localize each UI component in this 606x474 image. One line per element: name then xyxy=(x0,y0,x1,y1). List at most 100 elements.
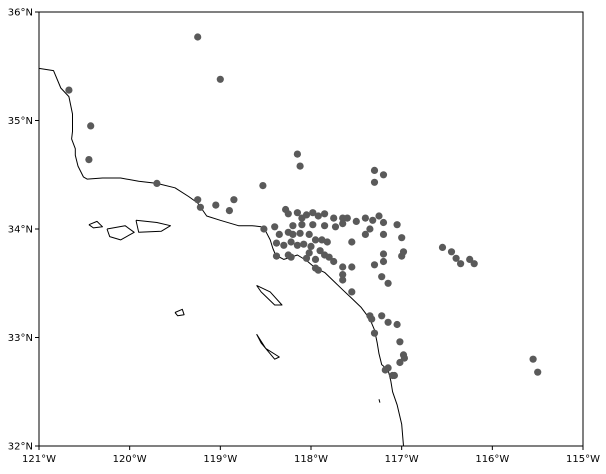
location-point xyxy=(529,355,537,363)
x-tick-label: 118°W xyxy=(294,454,328,465)
location-point xyxy=(318,236,326,244)
location-point xyxy=(321,222,329,230)
location-point xyxy=(314,212,322,220)
location-point xyxy=(457,260,465,268)
location-point xyxy=(259,182,267,190)
location-point xyxy=(348,238,356,246)
location-point xyxy=(379,257,388,266)
y-tick-label: 33°N xyxy=(8,333,33,344)
location-point xyxy=(379,171,388,179)
location-point xyxy=(275,230,283,238)
location-point xyxy=(212,201,220,209)
x-tick-label: 119°W xyxy=(203,454,237,465)
location-point xyxy=(370,166,379,174)
location-point xyxy=(311,255,320,263)
location-point xyxy=(298,221,306,229)
island-outline xyxy=(135,219,171,233)
location-point xyxy=(287,238,295,246)
location-point xyxy=(302,211,311,219)
location-point xyxy=(196,203,204,211)
location-point xyxy=(311,236,320,244)
location-point xyxy=(381,366,389,374)
island-outline xyxy=(88,220,103,229)
location-point xyxy=(339,220,347,228)
y-tick-label: 34°N xyxy=(8,225,33,236)
location-point xyxy=(384,279,392,287)
location-point xyxy=(194,33,202,41)
location-point xyxy=(378,312,386,320)
location-point xyxy=(309,209,317,217)
location-point xyxy=(466,255,474,263)
location-point xyxy=(379,250,388,258)
location-point xyxy=(87,122,95,130)
location-point xyxy=(65,86,73,94)
location-point xyxy=(85,156,93,164)
islands-layer xyxy=(88,219,381,403)
location-point xyxy=(280,241,288,249)
location-point xyxy=(284,210,292,218)
location-point xyxy=(470,260,478,268)
location-point xyxy=(300,240,308,248)
location-point xyxy=(216,75,224,83)
location-point xyxy=(194,196,202,204)
location-point xyxy=(339,271,347,279)
location-point xyxy=(339,276,347,284)
location-point xyxy=(153,179,161,187)
location-point xyxy=(396,358,404,367)
location-point xyxy=(378,273,386,281)
y-tick-label: 35°N xyxy=(8,116,33,127)
location-point xyxy=(390,371,398,380)
location-point xyxy=(272,252,281,260)
location-point xyxy=(271,223,279,231)
location-point xyxy=(400,354,408,362)
location-point xyxy=(321,210,329,218)
location-point xyxy=(370,178,379,186)
location-point xyxy=(339,263,347,271)
points-layer xyxy=(65,33,542,380)
x-axis-ticks: 121°W 120°W 119°W 118°W 117°W 116°W 115°W xyxy=(22,446,600,465)
location-point xyxy=(348,288,356,296)
location-point xyxy=(289,222,297,230)
location-point xyxy=(352,217,360,225)
x-tick-label: 116°W xyxy=(475,454,509,465)
location-point xyxy=(289,230,297,238)
island-outline xyxy=(378,399,381,403)
island-outline xyxy=(106,225,135,241)
island-outline xyxy=(256,284,283,306)
location-point xyxy=(370,261,379,269)
location-point xyxy=(447,248,456,256)
location-point xyxy=(384,318,392,326)
island-outline xyxy=(174,308,185,317)
location-point xyxy=(230,196,238,204)
location-point xyxy=(343,214,351,222)
location-point xyxy=(366,225,374,233)
location-point xyxy=(393,221,401,229)
location-point xyxy=(534,368,542,376)
location-point xyxy=(314,266,322,274)
location-point xyxy=(323,238,331,246)
location-point xyxy=(330,214,338,222)
location-point xyxy=(375,212,383,220)
location-point xyxy=(307,242,315,250)
location-point xyxy=(399,248,408,256)
y-axis-ticks: 32°N 33°N 34°N 35°N 36°N xyxy=(8,8,39,453)
location-point xyxy=(370,329,379,337)
x-tick-label: 117°W xyxy=(385,454,419,465)
location-point xyxy=(361,214,369,222)
location-point xyxy=(396,338,404,346)
location-point xyxy=(379,230,388,238)
x-tick-label: 120°W xyxy=(113,454,147,465)
location-point xyxy=(305,230,313,238)
y-tick-label: 36°N xyxy=(8,8,33,19)
location-point xyxy=(398,234,406,242)
x-tick-label: 121°W xyxy=(22,454,56,465)
location-point xyxy=(296,162,304,170)
location-point xyxy=(305,249,313,257)
location-point xyxy=(272,239,281,247)
island-outline xyxy=(256,333,280,360)
location-point xyxy=(260,225,268,233)
location-point xyxy=(302,254,311,262)
x-tick-label: 115°W xyxy=(566,454,600,465)
